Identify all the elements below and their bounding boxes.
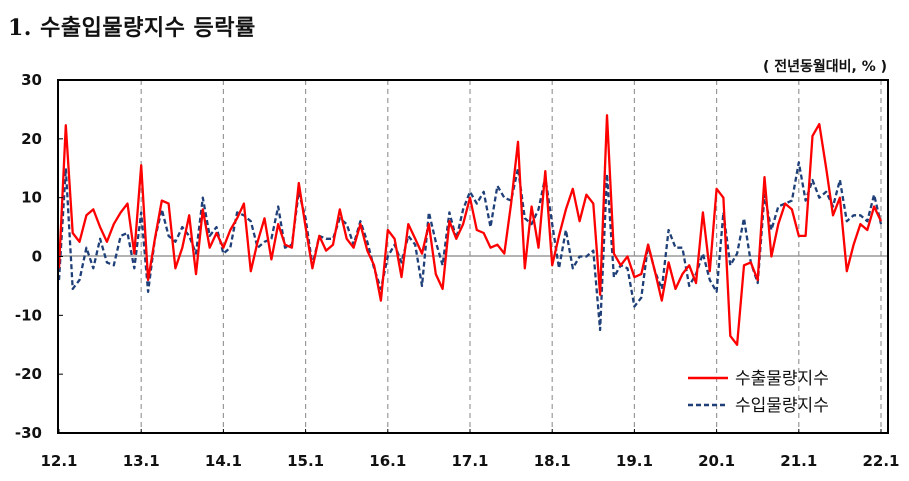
y-tick-label: -10 [15,306,42,324]
series-lines [57,114,883,346]
legend-import-label: 수입물량지수 [735,396,829,416]
x-tick-label: 19.1 [616,452,653,470]
y-tick-label: 10 [21,189,42,207]
x-tick-label: 21.1 [780,452,817,470]
x-tick-label: 17.1 [451,452,488,470]
import-volume-line [57,161,883,332]
x-tick-label: 16.1 [369,452,406,470]
legend: 수출물량지수 수입물량지수 [688,369,829,416]
y-tick-label: 0 [32,248,42,266]
x-tick-label: 13.1 [123,452,160,470]
unit-label: ( 전년동월대비, % ) [762,59,887,75]
x-tick-label: 12.1 [40,452,77,470]
y-tick-label: 30 [21,71,42,89]
legend-export-label: 수출물량지수 [735,369,829,389]
x-tick-label: 14.1 [205,452,242,470]
y-tick-label: 20 [21,130,42,148]
chart-title: 1. 수출입물량지수 등락률 [8,15,256,41]
x-tick-label: 15.1 [287,452,324,470]
x-tick-label: 20.1 [698,452,735,470]
x-tick-label: 18.1 [534,452,571,470]
x-tick-label: 22.1 [862,452,899,470]
export-volume-line [57,114,883,346]
y-tick-label: -20 [15,365,42,383]
gridlines [140,80,882,433]
y-axis: 30 20 10 0 -10 -20 -30 [15,71,63,442]
x-axis: 12.1 13.1 14.1 15.1 16.1 17.1 18.1 19.1 20.1 21.1… [40,429,900,470]
y-tick-label: -30 [15,424,42,442]
